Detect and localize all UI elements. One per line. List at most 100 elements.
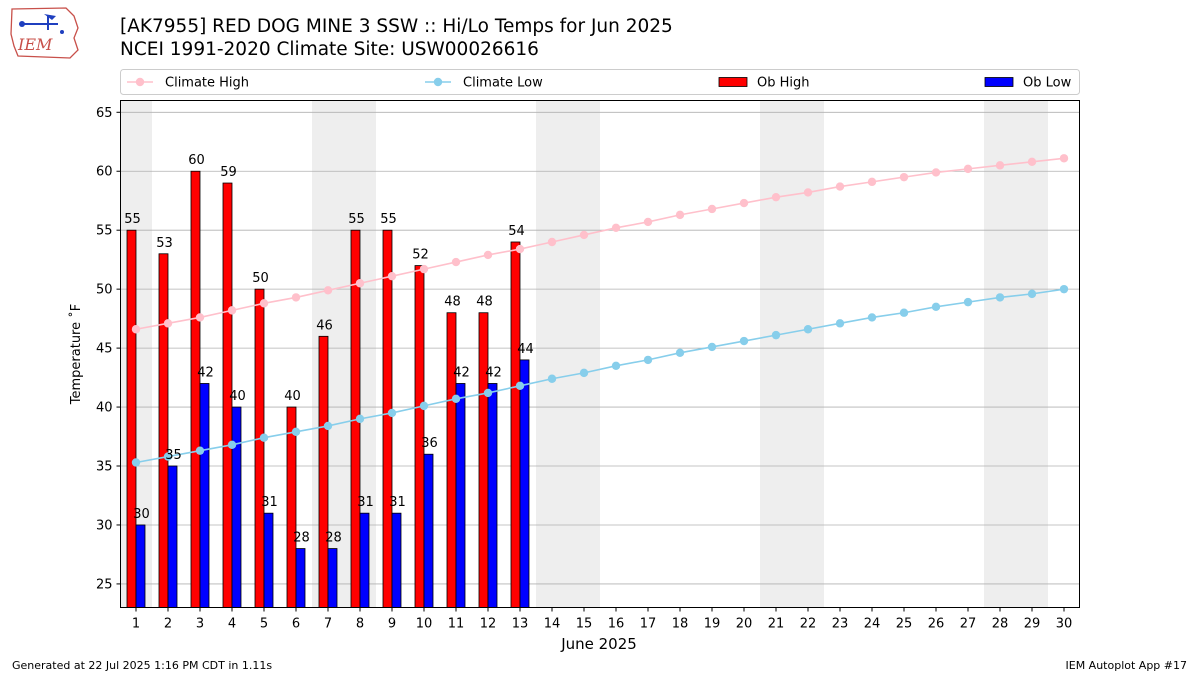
- ob-high-bar-label: 55: [348, 212, 365, 227]
- climate-low-point: [483, 388, 493, 398]
- x-tick-label: 19: [704, 617, 721, 632]
- climate-low-point: [643, 355, 653, 365]
- climate-high-point: [163, 319, 173, 328]
- climate-low-point: [899, 308, 909, 317]
- climate-low-point: [451, 394, 461, 404]
- y-tick-label: 25: [96, 577, 113, 592]
- climate-low-point: [515, 381, 525, 391]
- x-tick-label: 12: [480, 617, 497, 632]
- ob-high-bar: [190, 170, 201, 608]
- legend: Climate High Climate Low Ob High Ob Low: [120, 69, 1080, 95]
- climate-low-point: [803, 325, 813, 334]
- x-tick-label: 21: [768, 617, 785, 632]
- climate-low-point: [355, 414, 365, 424]
- ob-low-bar-label: 35: [165, 448, 182, 463]
- ob-low-bar-label: 42: [453, 365, 470, 380]
- x-tick-label: 13: [512, 617, 529, 632]
- ob-high-bar-label: 48: [444, 295, 461, 310]
- climate-high-point: [1059, 154, 1069, 163]
- x-tick-label: 25: [896, 617, 913, 632]
- ob-high-bar: [382, 229, 393, 608]
- climate-low-line: [135, 288, 1065, 464]
- x-tick-label: 14: [544, 617, 561, 632]
- climate-low-point: [195, 446, 205, 455]
- iem-logo: IEM: [10, 7, 79, 59]
- x-tick-label: 23: [832, 617, 849, 632]
- ob-low-bar-label: 31: [261, 495, 278, 510]
- ob-high-bar-label: 60: [188, 153, 205, 168]
- climate-low-point: [707, 342, 717, 352]
- climate-high-point: [835, 182, 845, 191]
- ob-low-bar-label: 36: [421, 436, 438, 451]
- y-tick-label: 45: [96, 342, 113, 357]
- climate-high-point: [291, 293, 301, 302]
- x-tick-label: 29: [1024, 617, 1041, 632]
- x-tick-label: 27: [960, 617, 977, 632]
- climate-low-point: [291, 427, 301, 437]
- ob-high-bar: [510, 241, 521, 608]
- climate-high-point: [131, 325, 141, 334]
- y-axis-label: Temperature ˚F: [68, 304, 84, 405]
- legend-ob-low-label: Ob Low: [1023, 76, 1072, 91]
- climate-high-point: [515, 244, 525, 254]
- plot-frame: [120, 100, 1080, 608]
- climate-low-point: [867, 313, 877, 322]
- climate-low-point: [739, 336, 749, 346]
- climate-low-point: [259, 433, 269, 442]
- climate-high-point: [483, 250, 493, 260]
- ob-low-bar: [391, 512, 402, 608]
- climate-low-point: [323, 421, 333, 431]
- x-tick-label: 30: [1056, 617, 1073, 632]
- climate-high-point: [227, 306, 237, 315]
- x-tick-label: 26: [928, 617, 945, 632]
- x-tick-label: 8: [356, 617, 364, 632]
- ob-low-bar: [455, 383, 466, 608]
- climate-high-point: [675, 210, 685, 220]
- climate-high-point: [387, 271, 397, 281]
- legend-ob-high-label: Ob High: [757, 76, 810, 91]
- legend-frame: [120, 69, 1080, 95]
- ob-high-bar-label: 48: [476, 295, 493, 310]
- ob-low-bar-label: 28: [293, 531, 310, 546]
- x-tick-label: 6: [292, 617, 300, 632]
- climate-low-point: [611, 361, 621, 370]
- ob-low-bar-label: 31: [389, 495, 406, 510]
- x-tick-label: 15: [576, 617, 593, 632]
- ob-high-bar-label: 40: [284, 389, 301, 404]
- climate-high-point: [323, 286, 333, 295]
- ob-high-bar-label: 55: [124, 212, 141, 227]
- ob-high-bar: [286, 406, 297, 608]
- ob-low-bar: [231, 406, 242, 608]
- climate-high-point: [451, 257, 461, 267]
- bar-value-labels: 55 53 60 59 50 40 46 55 55 52 48 48 54 30 35 42 40 31 28 28…: [124, 153, 534, 545]
- x-tick-label: 22: [800, 617, 817, 632]
- ob-high-bar: [254, 288, 265, 608]
- ob-low-bar-label: 40: [229, 389, 246, 404]
- y-tick-label: 30: [96, 518, 113, 533]
- app-label: IEM Autoplot App #17: [1065, 659, 1188, 672]
- climate-high-point: [899, 172, 909, 182]
- x-tick-label: 3: [196, 617, 204, 632]
- climate-high-point: [963, 164, 973, 174]
- ob-high-bar-label: 55: [380, 212, 397, 227]
- x-tick-label: 28: [992, 617, 1009, 632]
- y-tick-label: 50: [96, 283, 113, 298]
- y-tick-label: 55: [96, 224, 113, 239]
- ob-low-bar-label: 31: [357, 495, 374, 510]
- ob-high-bar-label: 52: [412, 248, 429, 263]
- climate-high-point: [419, 264, 429, 274]
- climate-low-point: [931, 302, 941, 312]
- climate-low-point: [227, 440, 237, 449]
- ob-low-bar-label: 28: [325, 531, 342, 546]
- y-tick-label: 60: [96, 165, 113, 180]
- x-tick-label: 17: [640, 617, 657, 632]
- climate-low-point: [547, 374, 557, 383]
- climate-low-point: [963, 297, 973, 307]
- y-tick-label: 65: [96, 106, 113, 121]
- logo-text: IEM: [17, 35, 53, 54]
- chart-title: [AK7955] RED DOG MINE 3 SSW :: Hi/Lo Tem…: [120, 16, 673, 37]
- climate-low-point: [579, 368, 589, 378]
- climate-low-point: [835, 319, 845, 328]
- x-tick-label: 11: [448, 617, 465, 632]
